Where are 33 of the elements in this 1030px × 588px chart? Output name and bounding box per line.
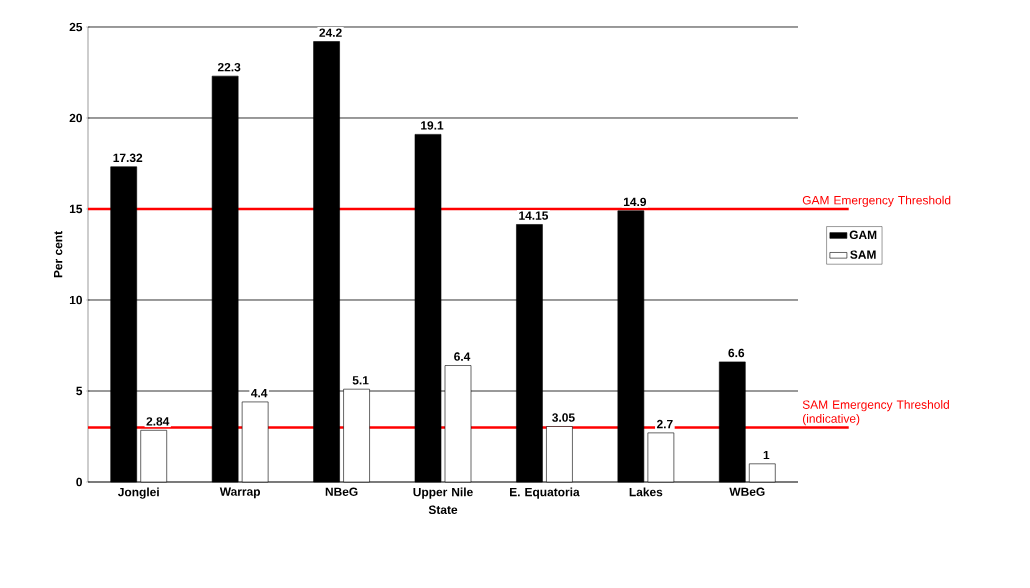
x-tick-label: WBeG bbox=[729, 487, 765, 496]
data-label: 24.2 bbox=[319, 28, 342, 37]
x-tick-label: Jonglei bbox=[117, 487, 159, 499]
data-label: 2.7 bbox=[656, 419, 673, 429]
x-tick-label: NBeG bbox=[325, 487, 358, 496]
data-label: 14.9 bbox=[623, 197, 647, 207]
y-tick-label: 10 bbox=[69, 295, 82, 305]
y-tick-label: 5 bbox=[76, 386, 83, 396]
data-label: 22.3 bbox=[217, 62, 241, 72]
data-label: 2.84 bbox=[146, 417, 170, 426]
data-label: 14.15 bbox=[519, 211, 549, 220]
data-label: 4.4 bbox=[251, 389, 268, 398]
data-label: 6.4 bbox=[454, 352, 471, 361]
data-label: 19.1 bbox=[421, 121, 444, 130]
data-label: 1 bbox=[763, 450, 770, 460]
y-axis-title: Per cent bbox=[54, 231, 63, 278]
x-tick-label: E. Equatoria bbox=[510, 487, 580, 499]
x-tick-label: Warrap bbox=[219, 487, 261, 499]
y-tick-label: 0 bbox=[76, 477, 82, 487]
y-tick-label: 25 bbox=[69, 22, 83, 32]
ref-line-label: SAM Emergency Threshold (indicative) bbox=[802, 400, 949, 426]
data-label: 6.6 bbox=[728, 348, 745, 358]
legend-label: GAM bbox=[849, 230, 877, 240]
x-tick-label: Lakes bbox=[629, 487, 663, 497]
data-label: 3.05 bbox=[552, 413, 575, 422]
ref-line-label: GAM Emergency Threshold bbox=[802, 195, 951, 207]
y-tick-label: 20 bbox=[69, 113, 82, 123]
data-label: 17.32 bbox=[113, 153, 143, 163]
x-axis-title: State bbox=[428, 505, 458, 515]
legend-label: SAM bbox=[850, 250, 876, 259]
x-tick-label: Upper Nile bbox=[413, 487, 473, 499]
y-tick-label: 15 bbox=[69, 204, 83, 214]
data-label: 5.1 bbox=[352, 376, 369, 385]
